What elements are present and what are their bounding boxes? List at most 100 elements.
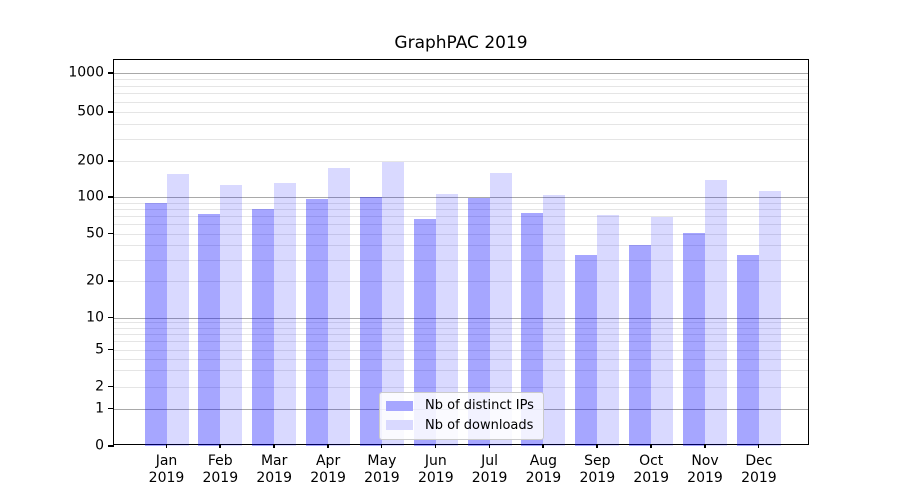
x-tick-month: Oct: [639, 453, 664, 469]
gridline-minor: [114, 93, 808, 95]
gridline-minor: [114, 101, 808, 103]
gridline-major: [114, 317, 808, 319]
x-tick-nov: [704, 444, 706, 448]
y-tick-200: [108, 160, 114, 162]
x-tick-year: 2019: [471, 470, 508, 487]
bar-downloads-aug: [543, 195, 566, 446]
y-tick-label-200: 200: [77, 152, 104, 169]
x-tick-jan: [165, 444, 167, 448]
gridline-minor: [114, 208, 808, 210]
x-tick-year: 2019: [417, 470, 454, 487]
bar-downloads-jun: [435, 194, 458, 446]
x-tick-year: 2019: [364, 470, 400, 487]
y-tick-label-1000: 1000: [68, 64, 104, 81]
bar-distinct-ips-may: [359, 196, 382, 446]
legend-label-downloads: Nb of downloads: [425, 417, 534, 433]
x-tick-month: Jul: [481, 453, 499, 469]
gridline-minor: [114, 202, 808, 204]
bar-distinct-ips-sep: [575, 255, 598, 446]
y-tick-500: [108, 111, 114, 113]
y-tick-20: [108, 280, 114, 282]
y-tick-10: [108, 316, 114, 318]
x-tick-oct: [650, 444, 652, 448]
gridline-minor: [114, 123, 808, 125]
gridline-minor: [114, 341, 808, 343]
x-tick-jun: [434, 444, 437, 448]
legend-label-distinct-ips: Nb of distinct IPs: [425, 398, 534, 414]
x-tick-label-aug: Aug 2019: [526, 453, 562, 487]
y-tick-5: [108, 348, 114, 350]
y-tick-1: [108, 407, 114, 409]
y-tick-label-10: 10: [86, 309, 104, 326]
gridline-minor: [114, 327, 808, 329]
legend: Nb of distinct IPs Nb of downloads: [379, 392, 544, 440]
x-tick-label-mar: Mar 2019: [256, 453, 292, 487]
bar-downloads-mar: [274, 183, 297, 446]
gridline-minor: [114, 223, 808, 225]
x-tick-year: 2019: [525, 470, 562, 487]
bar-downloads-oct: [651, 217, 674, 446]
x-tick-sep: [596, 444, 598, 448]
x-tick-mar: [273, 444, 275, 448]
bar-downloads-nov: [705, 180, 727, 446]
gridline-minor: [114, 139, 808, 141]
x-tick-label-dec: Dec 2019: [741, 453, 777, 487]
y-tick-label-2: 2: [95, 378, 104, 395]
x-tick-label-oct: Oct 2019: [633, 453, 669, 487]
x-tick-label-apr: Apr 2019: [310, 453, 346, 487]
x-tick-year: 2019: [202, 470, 239, 487]
x-tick-month: Mar: [260, 453, 288, 469]
x-tick-year: 2019: [310, 470, 346, 487]
y-tick-label-500: 500: [77, 103, 104, 120]
x-tick-month: Dec: [745, 453, 773, 469]
bar-downloads-dec: [758, 191, 781, 446]
y-tick-100: [108, 196, 114, 198]
x-tick-month: Apr: [315, 453, 341, 469]
y-tick-label-0: 0: [95, 437, 104, 454]
y-tick-1000: [108, 72, 114, 74]
plot-area: Jan 2019 Feb 2019 Mar 2019 Apr 2019 May 2019 Jun 20…: [68, 59, 809, 486]
bar-distinct-ips-jun: [413, 218, 436, 446]
gridline-major: [114, 197, 808, 198]
bar-downloads-jul: [489, 172, 512, 446]
x-tick-jul: [488, 444, 491, 448]
y-tick-label-100: 100: [77, 188, 104, 205]
legend-row-distinct-ips: Nb of distinct IPs: [386, 396, 534, 416]
gridline-minor: [114, 370, 808, 372]
gridline-minor: [114, 334, 808, 335]
bar-distinct-ips-mar: [252, 208, 275, 446]
x-tick-label-jul: Jul 2019: [472, 453, 508, 487]
bar-downloads-apr: [328, 167, 351, 446]
bar-downloads-jan: [166, 174, 189, 446]
gridline-minor: [114, 233, 808, 235]
bar-distinct-ips-aug: [521, 212, 544, 446]
gridline-minor: [114, 349, 808, 351]
legend-swatch-distinct-ips: [386, 400, 413, 411]
gridline-minor: [114, 322, 808, 324]
x-tick-aug: [542, 444, 544, 448]
x-tick-month: Aug: [529, 453, 558, 469]
y-tick-label-5: 5: [95, 341, 104, 358]
gridline-major: [114, 73, 808, 74]
x-tick-apr: [327, 444, 329, 448]
x-tick-month: Jan: [155, 453, 178, 469]
gridline-minor: [114, 215, 808, 217]
y-tick-label-20: 20: [86, 272, 104, 289]
bar-distinct-ips-jul: [467, 198, 490, 446]
y-tick-2: [108, 385, 114, 387]
x-tick-year: 2019: [741, 470, 777, 487]
x-tick-year: 2019: [633, 470, 670, 487]
gridline-minor: [114, 161, 808, 162]
x-tick-may: [380, 444, 383, 448]
x-tick-month: Nov: [691, 453, 719, 469]
gridline-minor: [114, 78, 808, 80]
x-tick-label-feb: Feb 2019: [202, 453, 238, 487]
gridline-minor: [114, 85, 808, 87]
y-tick-50: [108, 232, 114, 234]
x-tick-dec: [757, 444, 760, 448]
x-tick-month: Feb: [207, 453, 233, 469]
x-tick-feb: [219, 444, 221, 448]
gridline-minor: [114, 260, 808, 261]
x-tick-label-nov: Nov 2019: [687, 453, 723, 487]
